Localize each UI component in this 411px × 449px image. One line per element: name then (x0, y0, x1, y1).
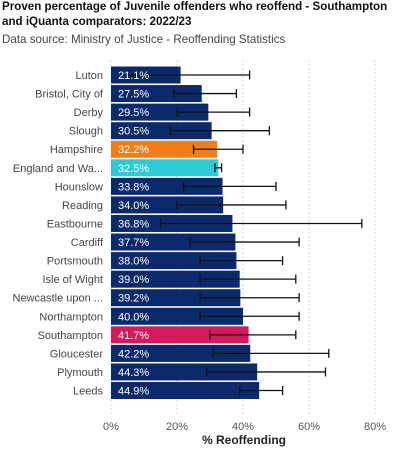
bar (111, 122, 212, 140)
category-label: England and Wa... (13, 163, 103, 175)
category-label: Reading (62, 200, 103, 212)
bar (111, 85, 202, 103)
bar (111, 344, 251, 362)
bar (111, 196, 224, 214)
category-label: Hampshire (50, 144, 103, 156)
category-label: Southampton (38, 330, 103, 342)
data-label: 41.7% (118, 330, 149, 342)
data-label: 32.5% (118, 163, 149, 175)
data-label: 21.1% (118, 70, 149, 82)
category-label: Northampton (39, 311, 103, 323)
data-label: 44.9% (118, 386, 149, 398)
category-label: Leeds (73, 386, 103, 398)
data-label: 39.2% (118, 293, 149, 305)
x-tick-label: 0% (103, 421, 119, 433)
bar (111, 159, 219, 177)
category-labels: Luton Bristol, City of Derby Slough Hampshir… (13, 70, 104, 398)
x-axis-label: % Reoffending (202, 433, 286, 447)
category-label: Eastbourne (47, 218, 103, 230)
bar (111, 177, 223, 195)
x-tick-label: 40% (232, 421, 254, 433)
data-label: 32.2% (118, 144, 149, 156)
category-label: Isle of Wight (42, 274, 103, 286)
data-label: 40.0% (118, 311, 149, 323)
data-label: 34.0% (118, 200, 149, 212)
bar (111, 363, 258, 381)
data-label: 27.5% (118, 89, 149, 101)
data-label: 29.5% (118, 107, 149, 119)
chart-title: Proven percentage of Juvenile offenders … (2, 0, 388, 28)
category-label: Luton (75, 70, 103, 82)
data-label: 37.7% (118, 237, 149, 249)
category-label: Gloucester (50, 348, 104, 360)
data-label: 42.2% (118, 348, 149, 360)
x-tick-labels: 0% 20% 40% 60% 80% (103, 421, 386, 433)
data-label: 39.0% (118, 274, 149, 286)
data-label: 44.3% (118, 367, 149, 379)
category-label: Derby (74, 107, 104, 119)
bar (111, 326, 249, 344)
bar (111, 289, 241, 307)
data-label: 36.8% (118, 218, 149, 230)
bar (111, 140, 218, 158)
x-tick-label: 20% (166, 421, 188, 433)
bar (111, 233, 236, 251)
bars (111, 66, 260, 400)
x-tick-label: 80% (364, 421, 386, 433)
category-label: Hounslow (55, 181, 103, 193)
data-label: 30.5% (118, 126, 149, 138)
category-label: Newcastle upon ... (13, 293, 104, 305)
category-label: Cardiff (71, 237, 104, 249)
x-tick-label: 60% (298, 421, 320, 433)
bar (111, 270, 240, 288)
data-label: 33.8% (118, 181, 149, 193)
error-bars (126, 70, 363, 396)
bar (111, 103, 209, 121)
category-label: Portsmouth (47, 256, 103, 268)
category-label: Slough (69, 126, 103, 138)
category-label: Plymouth (57, 367, 103, 379)
value-labels: 21.1% 27.5% 29.5% 30.5% 32.2% 32.5% 33.8% 34.0%… (118, 70, 149, 398)
bar (111, 382, 260, 400)
category-label: Bristol, City of (35, 89, 104, 101)
bar (111, 252, 237, 270)
data-label: 38.0% (118, 256, 149, 268)
bar (111, 307, 243, 325)
chart-subtitle: Data source: Ministry of Justice - Reoff… (2, 33, 286, 46)
